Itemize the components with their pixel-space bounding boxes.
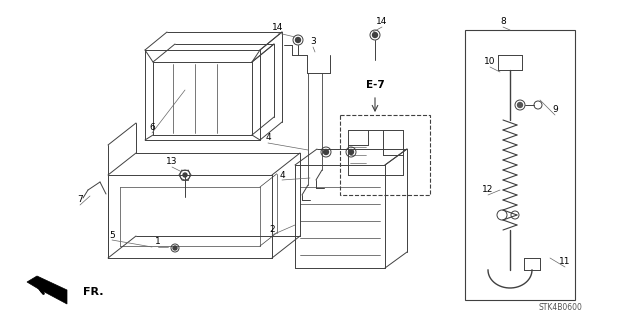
Text: 3: 3 [310, 38, 316, 47]
Text: 13: 13 [166, 158, 178, 167]
Text: 5: 5 [109, 231, 115, 240]
Text: 12: 12 [483, 186, 493, 195]
Bar [340, 115, 430, 195]
Circle shape [183, 173, 187, 177]
Text: 1: 1 [155, 238, 161, 247]
Text: 4: 4 [265, 133, 271, 143]
Text: E-7: E-7 [365, 80, 385, 90]
Circle shape [349, 150, 353, 154]
Text: STK4B0600: STK4B0600 [538, 303, 582, 313]
Text: 8: 8 [500, 18, 506, 26]
Text: 14: 14 [376, 18, 388, 26]
Text: 4: 4 [279, 170, 285, 180]
Text: 14: 14 [272, 24, 284, 33]
Text: 10: 10 [484, 57, 496, 66]
Text: 2: 2 [269, 226, 275, 234]
Circle shape [518, 102, 522, 108]
FancyArrowPatch shape [38, 287, 63, 299]
Circle shape [323, 150, 328, 154]
Circle shape [372, 33, 378, 38]
Text: 9: 9 [552, 106, 558, 115]
Text: FR.: FR. [83, 287, 103, 297]
Circle shape [173, 246, 177, 250]
Text: 11: 11 [559, 257, 571, 266]
Bar [465, 30, 575, 300]
Text: 6: 6 [149, 123, 155, 132]
Text: 7: 7 [77, 196, 83, 204]
Circle shape [296, 38, 301, 42]
Polygon shape [27, 276, 67, 304]
